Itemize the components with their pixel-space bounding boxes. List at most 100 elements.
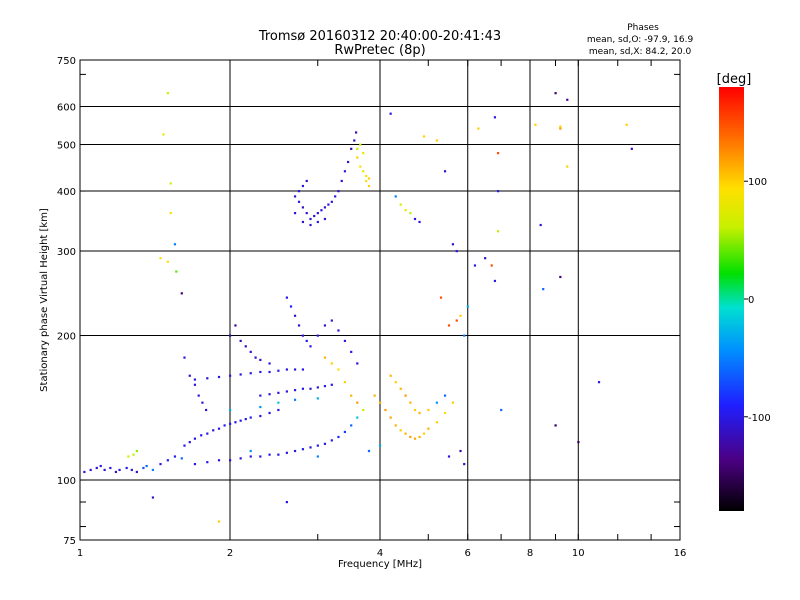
data-point (159, 462, 162, 466)
data-point (173, 243, 177, 246)
data-point (151, 468, 155, 472)
data-point (404, 432, 407, 435)
data-point (330, 383, 333, 386)
data-point (316, 444, 319, 447)
data-point (365, 179, 368, 183)
data-point (473, 264, 477, 267)
data-point (159, 257, 162, 260)
data-point (409, 401, 412, 404)
data-point (466, 305, 469, 308)
data-point (542, 288, 545, 291)
data-point (413, 437, 417, 440)
data-point (109, 466, 112, 470)
data-point (559, 125, 562, 128)
data-point (200, 434, 203, 437)
data-point (356, 147, 359, 150)
data-point (443, 170, 447, 173)
data-point (309, 345, 312, 348)
data-point (183, 356, 186, 359)
data-point (289, 305, 293, 308)
x-tick-label: 2 (227, 548, 233, 559)
data-point (373, 394, 376, 397)
data-point (384, 408, 387, 412)
data-point (435, 139, 438, 142)
data-point (229, 374, 232, 377)
data-point (350, 350, 353, 353)
data-point (301, 206, 305, 209)
colorbar-label: [deg] (717, 72, 752, 87)
data-point (389, 416, 392, 419)
data-point (293, 212, 297, 215)
data-point (217, 427, 221, 430)
data-point (451, 401, 455, 404)
data-point (566, 98, 569, 101)
data-point (356, 362, 359, 365)
data-point (162, 133, 165, 136)
data-point (217, 459, 221, 462)
data-point (399, 429, 402, 432)
data-point (180, 292, 183, 295)
data-point (301, 368, 305, 371)
data-point (323, 384, 327, 388)
data-point (496, 190, 500, 193)
data-point (234, 421, 237, 424)
data-point (413, 408, 417, 412)
data-point (285, 451, 288, 454)
x-tick-label: 1 (77, 548, 83, 559)
data-point (356, 401, 359, 404)
data-point (305, 179, 308, 183)
data-point (142, 466, 145, 470)
data-point (422, 432, 426, 435)
data-point (285, 296, 288, 299)
data-point (268, 453, 271, 456)
data-point (293, 389, 297, 392)
data-point (337, 329, 340, 332)
data-point (145, 464, 148, 468)
data-point (337, 368, 340, 371)
data-point (193, 378, 197, 381)
data-point (229, 408, 232, 412)
data-point (394, 195, 397, 198)
data-point (343, 339, 347, 343)
data-point (367, 184, 371, 188)
data-point (132, 453, 135, 456)
data-point (359, 143, 362, 146)
data-point (135, 449, 138, 453)
data-point (293, 195, 297, 198)
data-point (362, 170, 365, 173)
data-point (244, 345, 247, 348)
minor-ticks (79, 60, 681, 540)
y-tick-label: 600 (57, 103, 76, 114)
data-point (493, 116, 497, 119)
data-point (554, 92, 557, 95)
data-point (305, 212, 308, 215)
data-point (409, 435, 412, 439)
data-point (389, 374, 392, 377)
data-point (301, 387, 305, 390)
stats-line-x: mean, sd,X: 84.2, 20.0 (589, 47, 692, 57)
data-point (323, 206, 327, 209)
data-point (313, 214, 316, 218)
data-point (427, 427, 430, 430)
data-point (356, 416, 359, 419)
colorbar-tick-label: 0 (748, 295, 754, 306)
x-tick-label: 8 (527, 548, 533, 559)
data-point (435, 421, 438, 424)
data-point (337, 190, 340, 193)
data-point (301, 448, 305, 451)
data-point (169, 212, 172, 215)
y-tick-labels: 75 100 200 300 400 500 600 750 (57, 56, 76, 547)
data-point (418, 220, 421, 224)
data-point (309, 217, 312, 221)
stats-line-o: mean, sd,O: -97.9, 16.9 (587, 35, 694, 45)
data-point (173, 455, 177, 458)
data-point (399, 387, 402, 390)
x-axis-label: Frequency [MHz] (338, 559, 422, 570)
data-point (254, 356, 257, 359)
data-point (293, 368, 297, 371)
data-point (323, 324, 327, 327)
data-point (418, 411, 421, 415)
data-point (413, 217, 417, 221)
data-point (343, 170, 347, 173)
data-point (223, 424, 226, 427)
